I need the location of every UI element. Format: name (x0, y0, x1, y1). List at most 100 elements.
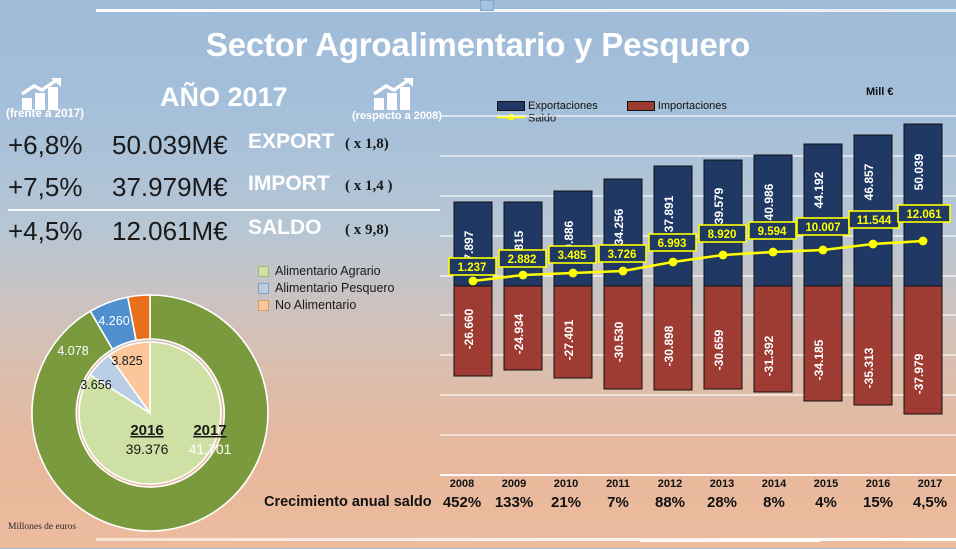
svg-text:-35.313: -35.313 (862, 347, 876, 388)
donut-label-2017-pesquero: 4.078 (57, 344, 88, 358)
svg-text:34.256: 34.256 (612, 208, 626, 245)
import-bars (453, 285, 943, 415)
kpi-saldo-multiplier: ( x 9,8) (345, 222, 389, 238)
svg-text:-27.401: -27.401 (562, 319, 576, 360)
svg-text:3.726: 3.726 (608, 249, 637, 261)
table-cell: 15% (862, 494, 894, 511)
trade-bar-chart: 27.897 27.815 30.886 34.256 37.891 39.57… (440, 84, 956, 480)
growth-table-header: 2008 2009 2010 2011 2012 2013 2014 2015 … (436, 478, 956, 490)
table-cell: 21% (550, 494, 582, 511)
legend-swatch-exportaciones (497, 101, 525, 112)
table-cell: 7% (607, 494, 629, 511)
kpi-saldo-label: SALDO (248, 216, 322, 239)
legend-item-agrario: Alimentario Agrario (258, 264, 395, 278)
svg-text:1.237: 1.237 (458, 262, 487, 274)
legend-swatch-noalimentario (258, 299, 269, 311)
saldo-markers (468, 236, 928, 286)
donut-outer-year-2017: 2017 (193, 422, 226, 439)
donut-outer-agrario (31, 294, 269, 532)
svg-text:-34.185: -34.185 (812, 339, 826, 380)
donut-label-2016-noalimentario: 3.825 (111, 354, 142, 368)
kpi-export-value: 50.039M€ (112, 130, 228, 160)
svg-text:37.891: 37.891 (662, 195, 676, 232)
table-header-cell: 2012 (657, 478, 683, 490)
top-divider (96, 9, 956, 12)
table-cell: 28% (706, 494, 738, 511)
import-value-labels: -26.660 -24.934 -27.401 -30.530 -30.898 … (462, 308, 926, 394)
table-header-cell: 2017 (917, 478, 943, 490)
svg-text:46.857: 46.857 (862, 163, 876, 200)
table-header-cell: 2008 (449, 478, 475, 490)
saldo-value-labels: 1.237 2.882 3.485 3.726 6.993 8.920 9.59… (448, 204, 951, 276)
top-marker (480, 0, 494, 11)
svg-text:-24.934: -24.934 (512, 313, 526, 354)
kpi-import-label: IMPORT (248, 172, 330, 195)
donut-legend: Alimentario Agrario Alimentario Pesquero… (258, 264, 395, 315)
legend-label-agrario: Alimentario Agrario (275, 264, 381, 278)
growth-table: Crecimiento anual saldo 2008 2009 2010 2… (250, 474, 956, 520)
table-header-cell: 2009 (501, 478, 527, 490)
page-title: Sector Agroalimentario y Pesquero (205, 26, 751, 63)
donut-chart: 4.260 4.078 3.825 3.656 2016 39.376 2017… (25, 288, 275, 538)
table-header-cell: 2016 (865, 478, 891, 490)
kpi-export-label: EXPORT (248, 130, 335, 153)
donut-inner-noalimentario (107, 341, 151, 416)
saldo-line (472, 239, 924, 283)
table-header-cell: 2015 (813, 478, 839, 490)
table-cell: 4% (815, 494, 837, 511)
donut-outer-noalimentario (126, 294, 151, 342)
svg-text:-31.392: -31.392 (762, 335, 776, 376)
svg-text:-30.530: -30.530 (612, 321, 626, 362)
legend-item-exportaciones: Exportaciones (497, 100, 598, 112)
svg-text:50.039: 50.039 (912, 153, 926, 190)
svg-text:44.192: 44.192 (812, 171, 826, 208)
svg-text:6.993: 6.993 (658, 238, 687, 250)
bottom-marker (640, 541, 820, 549)
donut-outer-value-2017: 41.701 (189, 441, 232, 457)
growth-chart-icon-left (20, 78, 66, 112)
svg-text:-26.660: -26.660 (462, 308, 476, 349)
legend-item-noalimentario: No Alimentario (258, 298, 395, 312)
legend-label-importaciones: Importaciones (657, 100, 727, 113)
kpi-divider (8, 209, 440, 211)
table-top-rule (440, 474, 956, 476)
kpi-export-multiplier: ( x 1,8) (345, 136, 389, 152)
chart-units-label: Mill € (866, 86, 894, 98)
svg-text:12.061: 12.061 (906, 209, 942, 221)
svg-text:-30.898: -30.898 (662, 325, 676, 366)
kpi-saldo-value: 12.061M€ (112, 216, 228, 246)
svg-text:11.544: 11.544 (857, 215, 892, 227)
kpi-export-pct: +6,8% (8, 130, 83, 160)
legend-label-exportaciones: Exportaciones (528, 100, 598, 113)
kpi-saldo-pct: +4,5% (8, 216, 83, 246)
kpi-import-pct: +7,5% (8, 172, 83, 202)
svg-text:-30.659: -30.659 (712, 329, 726, 370)
table-cell: 452% (442, 494, 482, 511)
table-header-cell: 2011 (606, 478, 630, 490)
svg-text:2.882: 2.882 (508, 254, 537, 266)
export-bars (453, 123, 943, 287)
kpi-year-label: AÑO 2017 (160, 82, 288, 112)
svg-text:3.485: 3.485 (558, 250, 587, 262)
donut-label-2017-noalimentario: 4.260 (98, 314, 129, 328)
table-cell: 133% (494, 494, 534, 511)
table-cell: 4,5% (912, 494, 948, 511)
legend-swatch-agrario (258, 265, 269, 277)
donut-center-value-2016: 39.376 (126, 441, 169, 457)
svg-text:10.007: 10.007 (805, 222, 840, 234)
svg-text:40.986: 40.986 (762, 183, 776, 220)
table-header-cell: 2010 (553, 478, 579, 490)
legend-item-importaciones: Importaciones (626, 100, 727, 113)
table-header-cell: 2013 (709, 478, 735, 490)
kpi-import-value: 37.979M€ (112, 172, 228, 202)
donut-footnote: Millones de euros (8, 522, 77, 532)
legend-label-pesquero: Alimentario Pesquero (275, 281, 395, 295)
table-header-cell: 2014 (761, 478, 787, 490)
growth-table-row: 452% 133% 21% 7% 88% 28% 8% 4% 15% 4,5% (436, 494, 956, 511)
kpi-right-caption: (respecto a 2008) (352, 110, 442, 122)
growth-chart-icon-right (372, 78, 418, 112)
table-cell: 8% (763, 494, 785, 511)
svg-text:8.920: 8.920 (708, 229, 737, 241)
svg-text:9.594: 9.594 (758, 226, 787, 238)
